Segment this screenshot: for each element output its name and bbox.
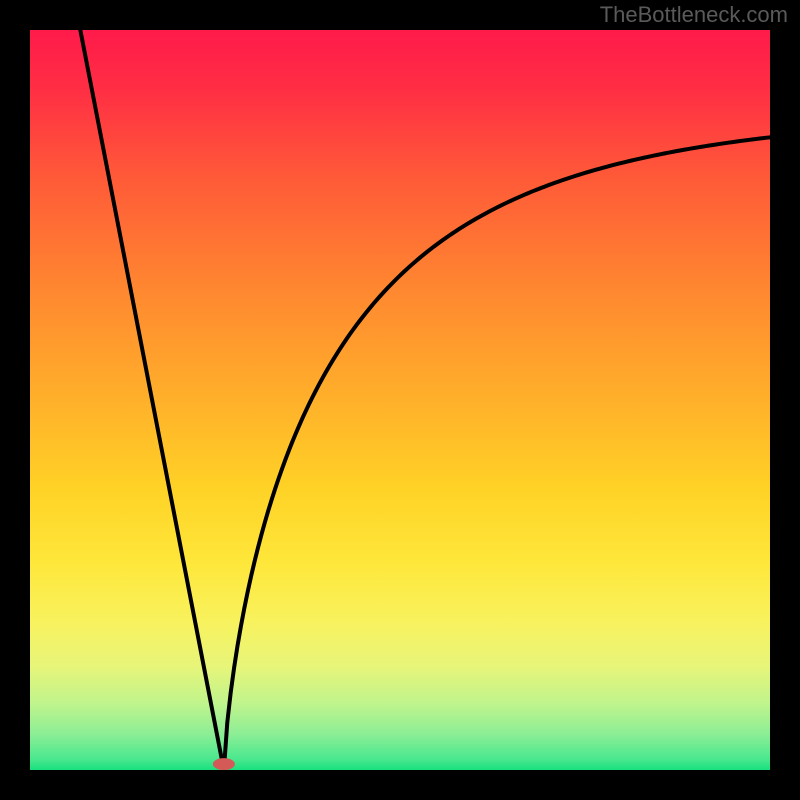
plot-area — [30, 30, 770, 770]
plot-svg — [30, 30, 770, 770]
gradient-background — [30, 30, 770, 770]
chart-frame: TheBottleneck.com — [0, 0, 800, 800]
minimum-marker — [213, 758, 235, 770]
watermark-text: TheBottleneck.com — [600, 2, 788, 28]
